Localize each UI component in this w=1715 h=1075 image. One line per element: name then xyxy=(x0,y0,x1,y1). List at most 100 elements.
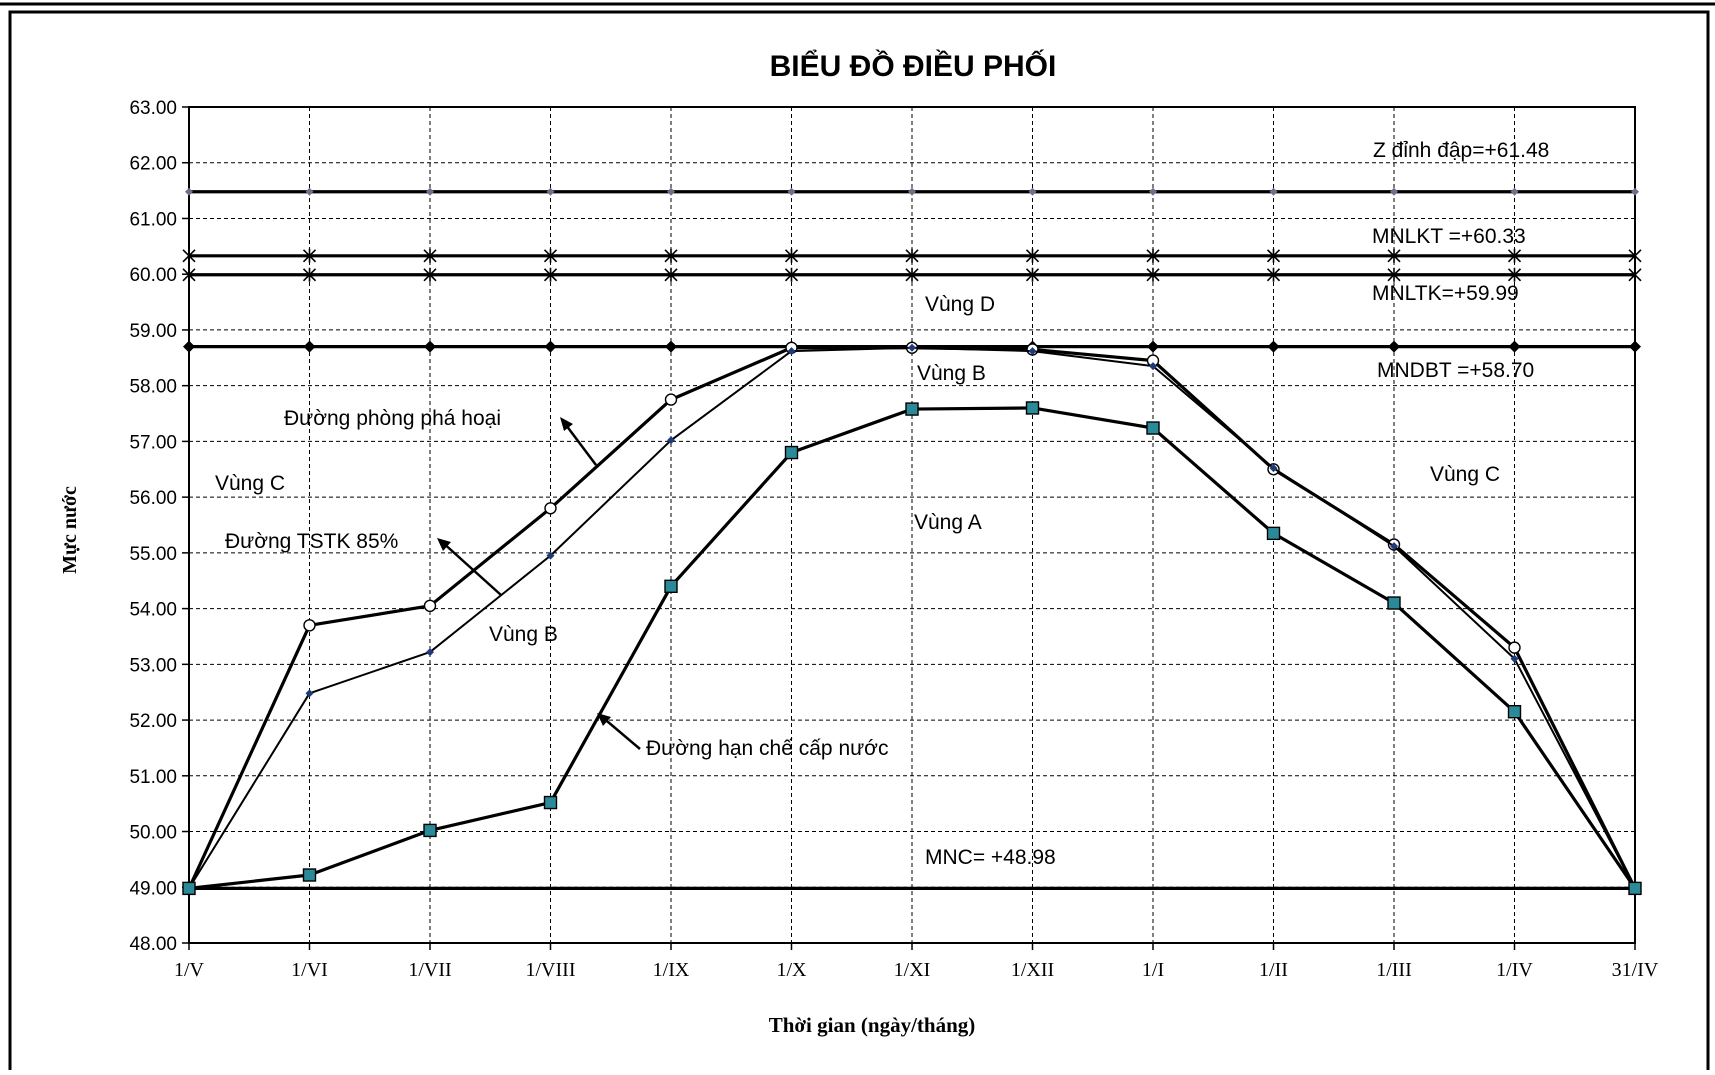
x-tick-label: 1/III xyxy=(1376,959,1412,981)
label-vung-b-mid: Vùng B xyxy=(489,623,558,646)
point-marker xyxy=(784,445,799,460)
point-marker xyxy=(303,619,316,632)
y-tick-label: 54.00 xyxy=(129,600,177,621)
point-marker xyxy=(1266,526,1281,541)
y-tick-label: 58.00 xyxy=(129,377,177,398)
point-marker xyxy=(908,187,916,196)
point-marker xyxy=(302,267,317,282)
x-tick-label: 1/XII xyxy=(1011,959,1054,981)
point-marker xyxy=(1266,267,1281,282)
y-tick-label: 49.00 xyxy=(129,878,177,899)
point-marker xyxy=(182,881,196,896)
label-mnltk: MNLTK=+59.99 xyxy=(1372,282,1519,305)
arrow-tstk xyxy=(437,538,502,596)
point-marker xyxy=(665,340,677,353)
point-marker xyxy=(302,248,317,263)
point-marker xyxy=(303,340,316,353)
y-axis-title: Mực nước xyxy=(59,486,81,574)
point-marker xyxy=(784,267,799,282)
x-tick-label: 1/I xyxy=(1142,959,1164,981)
point-marker xyxy=(183,340,195,353)
y-tick-label: 61.00 xyxy=(129,209,177,230)
point-marker xyxy=(1025,267,1040,282)
point-marker xyxy=(1269,187,1278,196)
point-marker xyxy=(1629,340,1641,353)
arrow-phong-pha-hoai xyxy=(560,417,597,466)
point-marker xyxy=(1390,187,1398,196)
point-marker xyxy=(1631,187,1639,196)
x-tick-label: 1/XI xyxy=(894,959,931,981)
point-marker xyxy=(1147,340,1159,353)
label-mndbt: MNDBT =+58.70 xyxy=(1377,359,1534,382)
point-marker xyxy=(1269,464,1278,473)
point-marker xyxy=(1507,705,1522,719)
point-marker xyxy=(423,248,437,263)
point-marker xyxy=(1388,340,1400,353)
x-tick-label: 1/II xyxy=(1259,959,1288,981)
point-marker xyxy=(424,340,436,353)
y-tick-label: 57.00 xyxy=(129,432,177,453)
point-marker xyxy=(426,187,434,196)
point-marker xyxy=(664,248,678,263)
x-tick-label: 1/VI xyxy=(291,959,328,981)
label-mnc: MNC= +48.98 xyxy=(925,846,1056,869)
label-duong-phong-pha-hoai: Đường phòng phá hoại xyxy=(284,407,501,430)
y-tick-label: 62.00 xyxy=(129,154,177,175)
point-marker xyxy=(1028,347,1037,356)
point-marker xyxy=(905,267,919,282)
point-marker xyxy=(1508,641,1521,654)
label-vung-c-right: Vùng C xyxy=(1430,463,1500,486)
point-marker xyxy=(908,343,916,352)
point-marker xyxy=(787,187,796,196)
point-marker xyxy=(667,187,675,196)
point-marker xyxy=(546,551,555,560)
axes: 48.00 49.00 50.00 51.00 52.00 53.00 54.00 55.00… xyxy=(129,98,1658,981)
point-marker xyxy=(784,248,799,263)
label-vung-c-left: Vùng C xyxy=(215,472,285,495)
x-tick-label: 1/VII xyxy=(408,959,451,981)
point-marker xyxy=(543,267,558,282)
point-marker xyxy=(1149,187,1157,196)
series-2 xyxy=(182,267,1642,282)
point-marker xyxy=(1266,248,1281,263)
point-marker xyxy=(1510,654,1519,663)
point-marker xyxy=(544,340,557,353)
point-marker xyxy=(1387,248,1401,263)
y-tick-label: 50.00 xyxy=(129,823,177,844)
point-marker xyxy=(423,267,437,282)
point-marker xyxy=(667,436,675,445)
x-axis-title: Thời gian (ngày/tháng) xyxy=(769,1013,976,1037)
point-marker xyxy=(423,823,437,838)
point-marker xyxy=(543,248,558,263)
y-tick-label: 51.00 xyxy=(129,767,177,788)
point-marker xyxy=(1387,596,1401,610)
point-marker xyxy=(182,248,196,263)
x-tick-label: 1/IX xyxy=(653,959,690,981)
x-tick-label: 1/X xyxy=(777,959,808,981)
point-marker xyxy=(305,187,314,196)
point-marker xyxy=(1025,248,1040,263)
label-vung-b-top: Vùng B xyxy=(917,362,986,385)
grid xyxy=(188,106,1636,944)
point-marker xyxy=(905,248,919,263)
point-marker xyxy=(664,579,678,594)
point-marker xyxy=(1390,542,1398,551)
y-tick-label: 52.00 xyxy=(129,711,177,732)
chart-title: BIỂU ĐỒ ĐIỀU PHỐI xyxy=(770,49,1057,83)
y-tick-label: 60.00 xyxy=(129,265,177,286)
y-tick-label: 53.00 xyxy=(129,655,177,676)
label-vung-a: Vùng A xyxy=(914,511,982,534)
point-marker xyxy=(1267,340,1280,353)
point-marker xyxy=(1146,248,1160,263)
point-marker xyxy=(1510,187,1519,196)
x-tick-label: 1/VIII xyxy=(526,959,576,981)
point-marker xyxy=(905,402,919,416)
point-marker xyxy=(1507,248,1522,263)
point-marker xyxy=(1387,267,1401,282)
point-marker xyxy=(1149,362,1157,371)
point-marker xyxy=(426,648,434,657)
point-marker xyxy=(1025,401,1040,415)
y-tick-label: 55.00 xyxy=(129,544,177,565)
